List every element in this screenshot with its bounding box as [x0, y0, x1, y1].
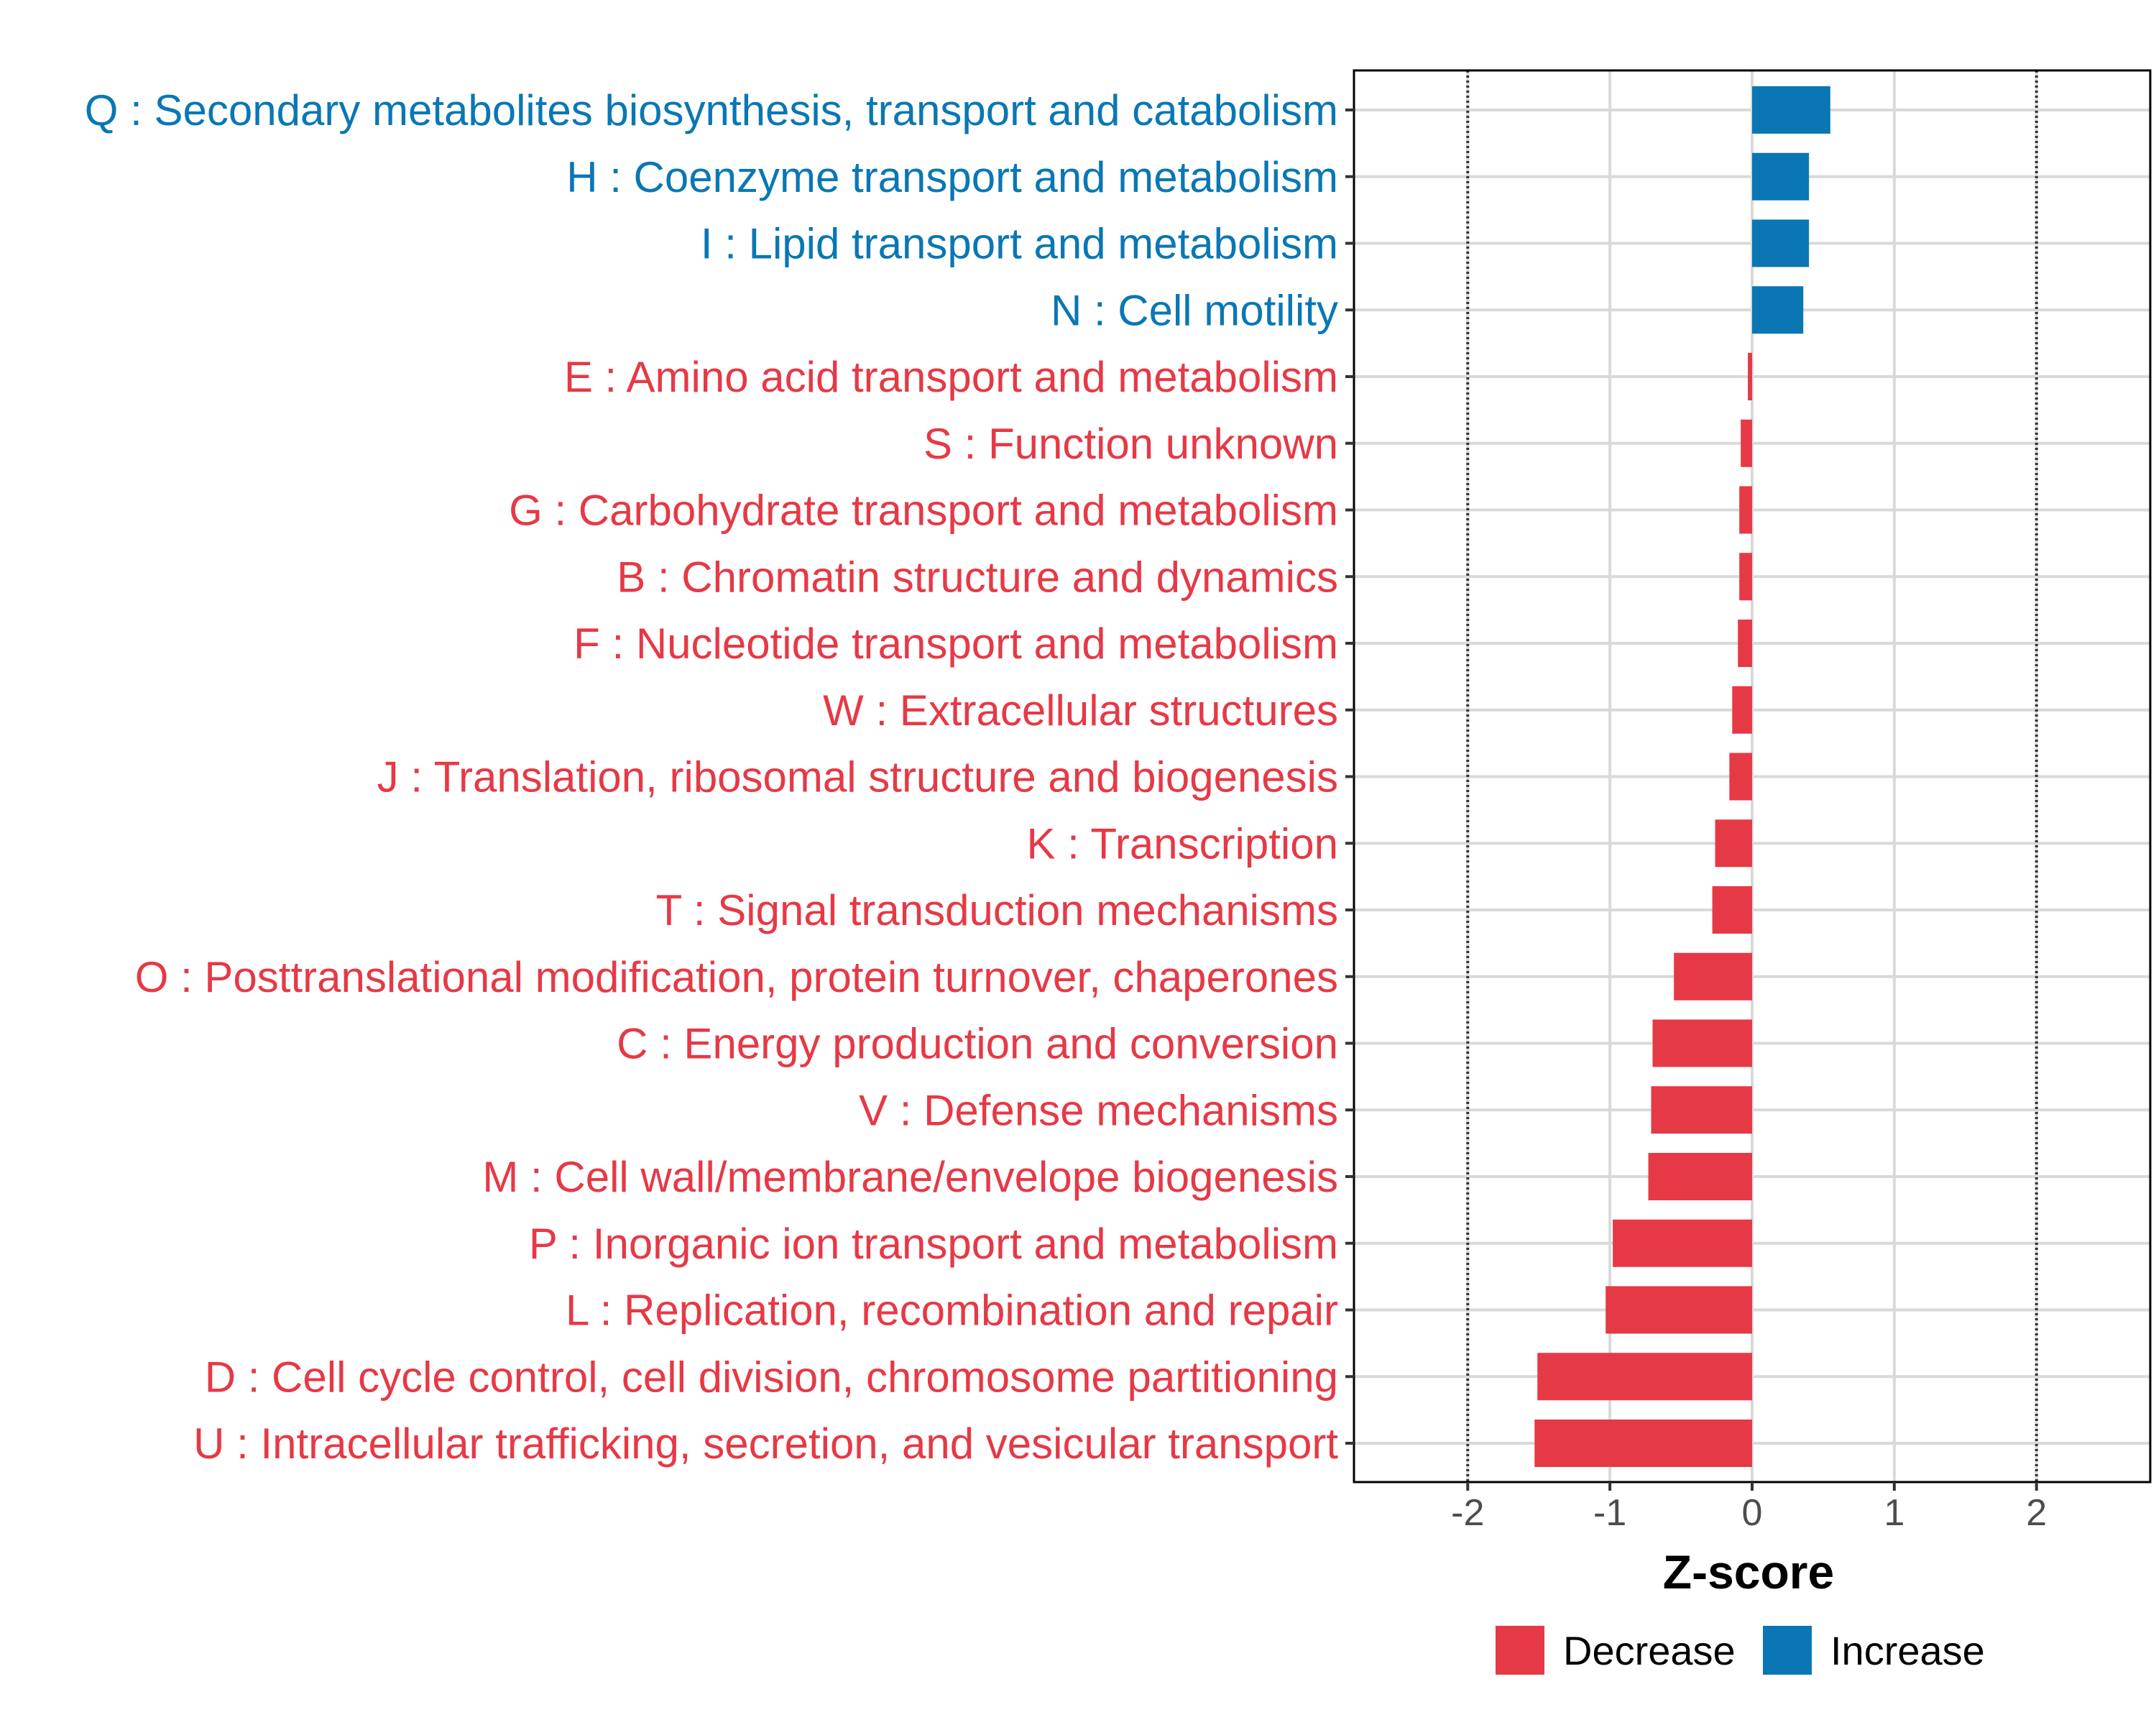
category-label: I : Lipid transport and metabolism	[701, 220, 1338, 268]
bar	[1729, 753, 1752, 801]
legend: Decrease Increase	[1496, 1626, 1985, 1675]
bar	[1739, 553, 1752, 601]
category-label: U : Intracellular trafficking, secretion…	[193, 1420, 1338, 1468]
bar	[1534, 1420, 1752, 1467]
category-label: E : Amino acid transport and metabolism	[564, 353, 1338, 401]
bar-layer	[1353, 69, 2152, 1484]
bar	[1648, 1153, 1752, 1200]
bar	[1651, 1086, 1752, 1134]
category-label: F : Nucleotide transport and metabolism	[573, 620, 1338, 668]
bar	[1606, 1286, 1752, 1334]
category-label: B : Chromatin structure and dynamics	[617, 553, 1338, 601]
category-label: Q : Secondary metabolites biosynthesis, …	[85, 86, 1338, 134]
x-tick-label: -1	[1593, 1492, 1626, 1534]
bar	[1674, 952, 1752, 1000]
legend-label: Decrease	[1563, 1628, 1736, 1673]
category-label: D : Cell cycle control, cell division, c…	[205, 1353, 1338, 1401]
bar	[1741, 419, 1752, 467]
category-label: N : Cell motility	[1051, 286, 1338, 334]
bar	[1752, 286, 1804, 334]
bar	[1715, 819, 1752, 868]
category-label: P : Inorganic ion transport and metaboli…	[529, 1220, 1338, 1268]
category-label: K : Transcription	[1026, 819, 1338, 868]
x-tick-label: 2	[2026, 1492, 2047, 1534]
legend-label: Increase	[1830, 1628, 1985, 1673]
bar	[1752, 152, 1810, 201]
category-label: O : Posttranslational modification, prot…	[135, 953, 1338, 1001]
category-label: T : Signal transduction mechanisms	[656, 886, 1338, 934]
x-axis-title: Z-score	[1663, 1545, 1834, 1598]
legend-key	[1496, 1626, 1544, 1675]
bar	[1732, 686, 1752, 734]
category-label: H : Coenzyme transport and metabolism	[566, 153, 1338, 201]
category-label: M : Cell wall/membrane/envelope biogenes…	[482, 1153, 1338, 1201]
category-label: C : Energy production and conversion	[617, 1020, 1338, 1068]
bar	[1752, 86, 1830, 134]
x-tick-label: -2	[1451, 1492, 1484, 1534]
category-label: G : Carbohydrate transport and metabolis…	[509, 487, 1338, 535]
bar	[1739, 486, 1752, 534]
category-label: L : Replication, recombination and repai…	[566, 1287, 1338, 1335]
x-tick-label: 0	[1742, 1492, 1763, 1534]
bar	[1748, 353, 1752, 400]
category-label: J : Translation, ribosomal structure and…	[377, 753, 1338, 801]
category-label: V : Defense mechanisms	[859, 1086, 1338, 1134]
bar	[1652, 1019, 1752, 1067]
category-label: S : Function unknown	[923, 420, 1338, 468]
x-axis: -2 -1 0 1 2	[1451, 1482, 2047, 1534]
bar	[1613, 1219, 1752, 1267]
bar	[1738, 620, 1752, 667]
bar	[1712, 886, 1752, 934]
category-labels: Q : Secondary metabolites biosynthesis, …	[85, 86, 1354, 1468]
category-label: W : Extracellular structures	[823, 686, 1338, 735]
x-tick-label: 1	[1884, 1492, 1904, 1534]
bar	[1537, 1353, 1752, 1401]
bar	[1752, 219, 1810, 267]
legend-key	[1763, 1626, 1812, 1675]
